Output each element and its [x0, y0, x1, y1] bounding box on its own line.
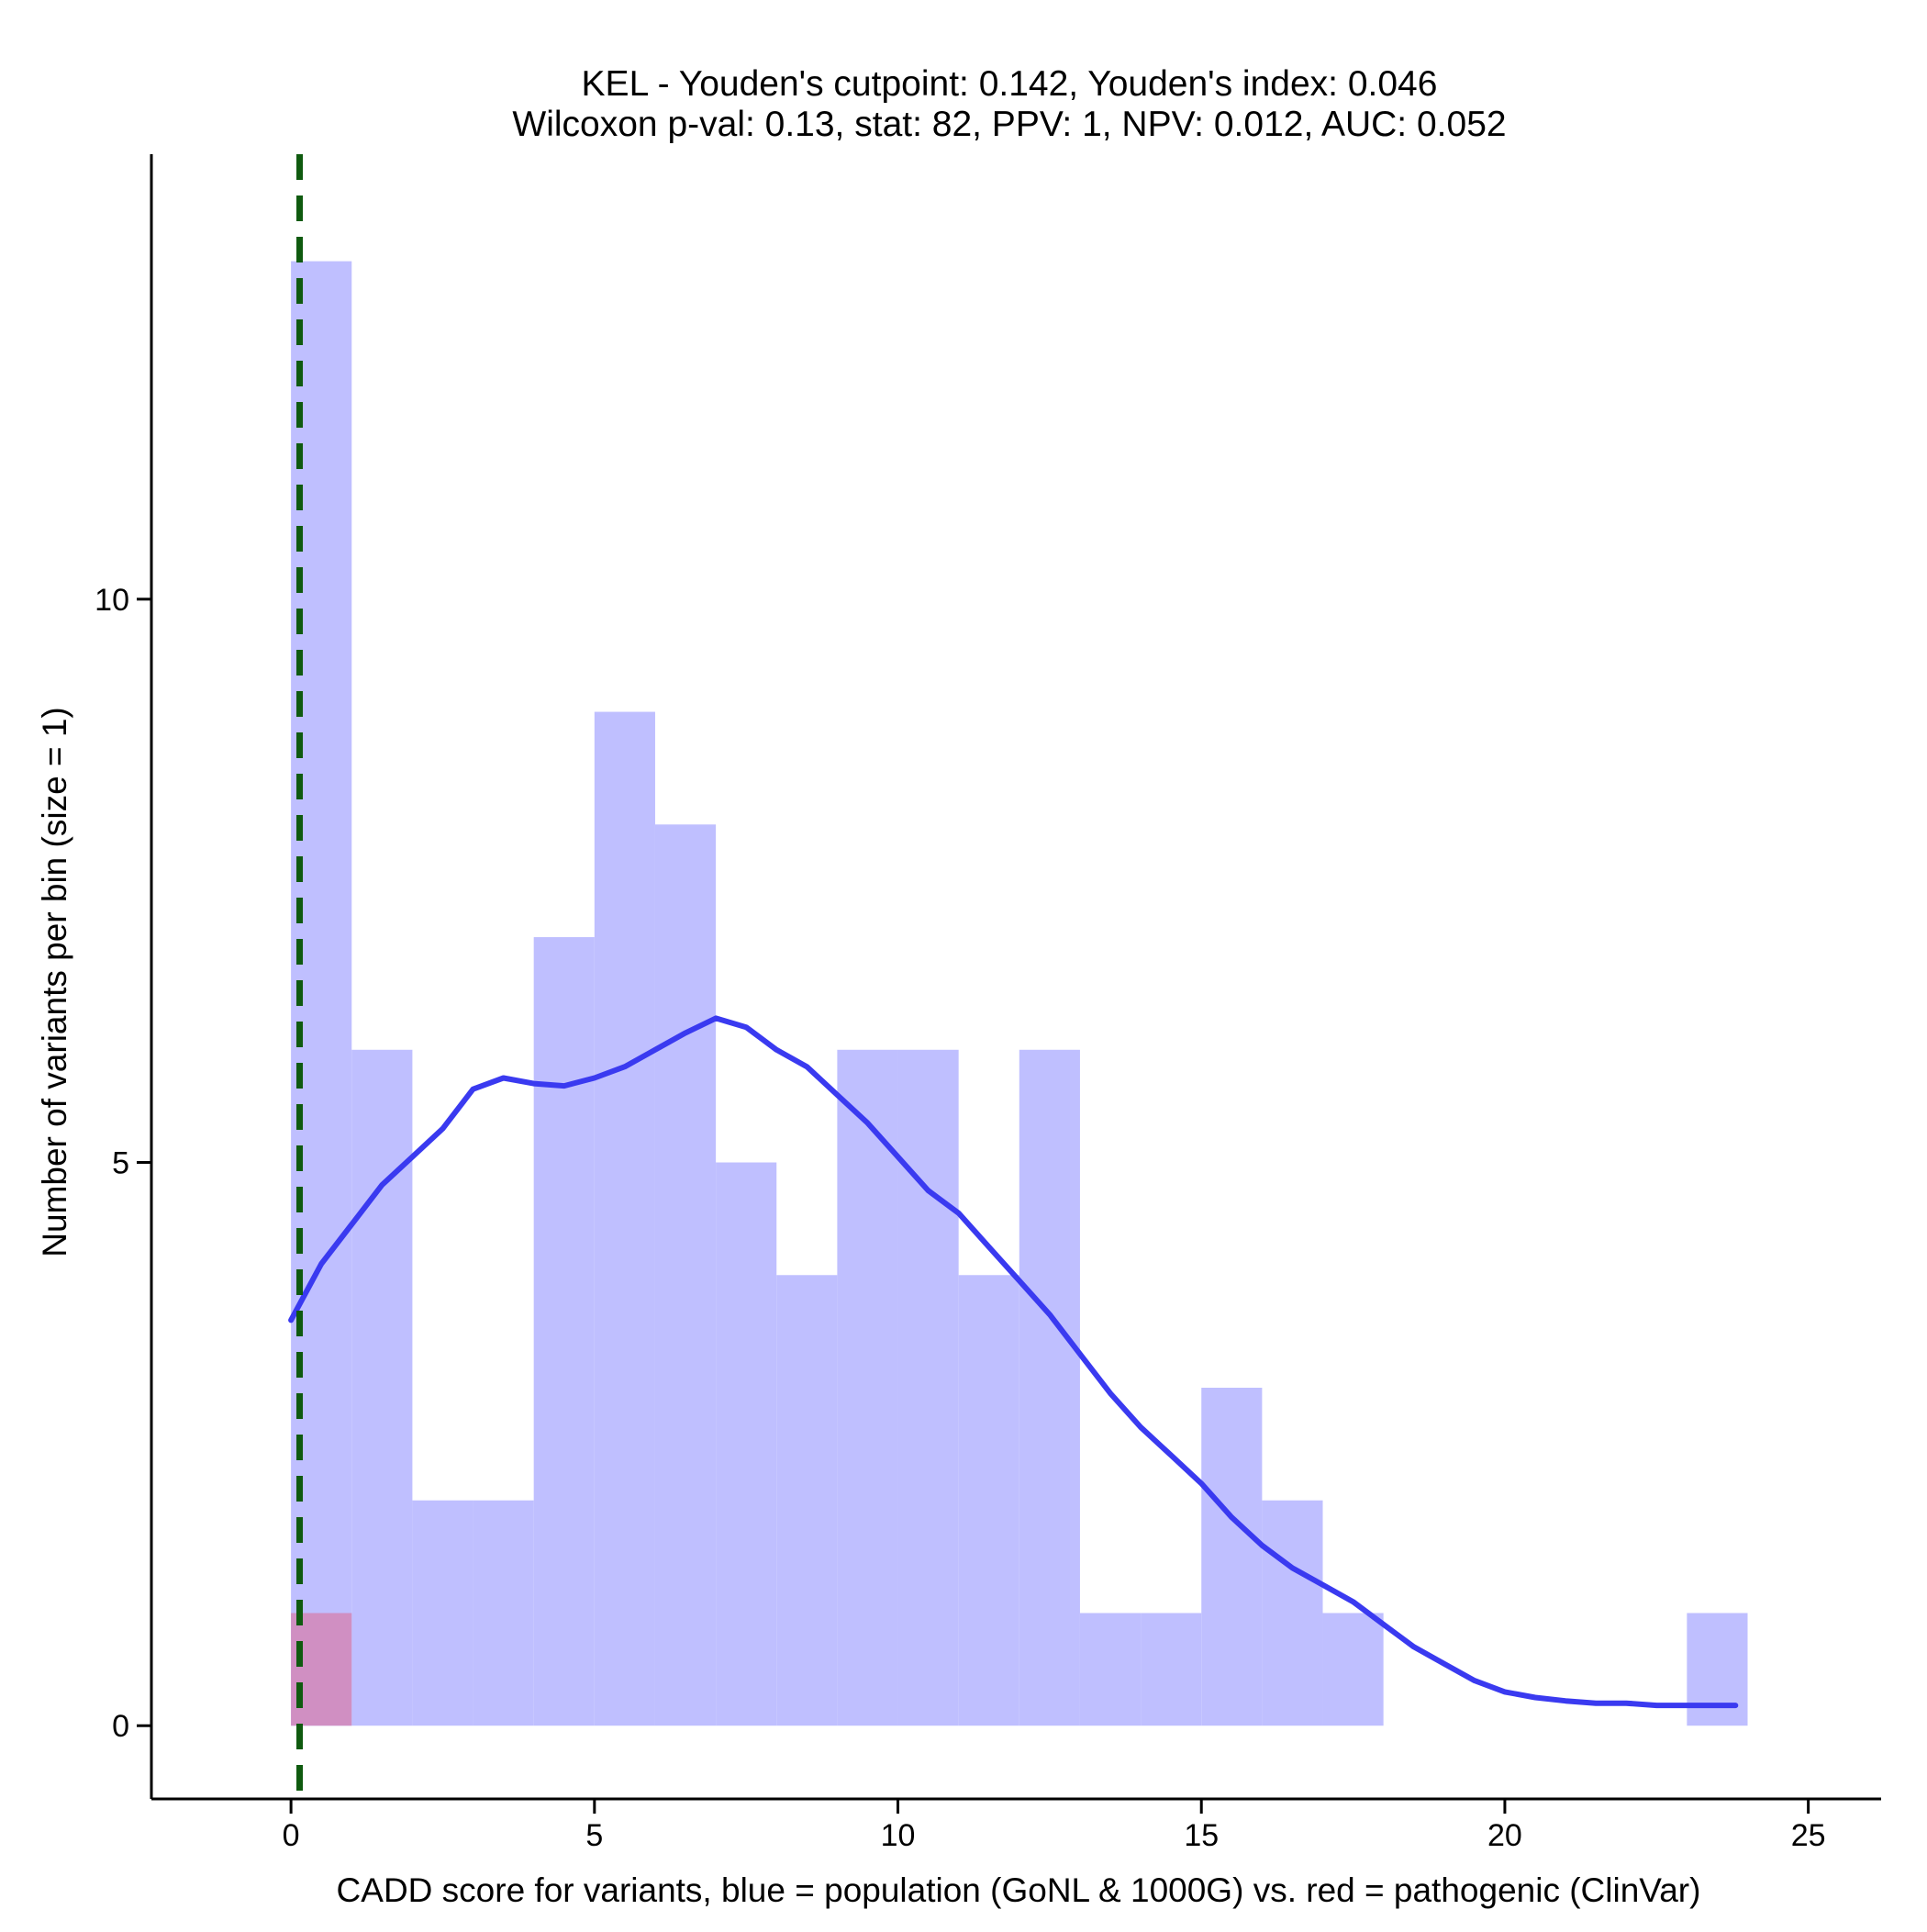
population-bar-17: [1322, 1613, 1384, 1726]
population-bar-10: [897, 1049, 959, 1726]
population-bar-18: [1687, 1613, 1748, 1726]
population-bar-14: [1141, 1613, 1202, 1726]
population-bar-6: [654, 824, 717, 1726]
x-tick-label-20: 20: [1487, 1818, 1522, 1853]
population-bar-11: [958, 1275, 1019, 1726]
chart-title-line-1: KEL - Youden's cutpoint: 0.142, Youden's…: [582, 64, 1438, 104]
density-curve: [288, 1015, 1739, 1709]
histogram-bars: [291, 261, 1748, 1726]
population-bar-12: [1019, 1049, 1080, 1726]
population-bar-9: [837, 1049, 898, 1726]
population-bar-2: [412, 1500, 473, 1726]
population-bar-3: [473, 1500, 534, 1726]
population-bar-5: [594, 711, 655, 1726]
population-bar-4: [533, 937, 595, 1726]
population-bar-15: [1201, 1388, 1263, 1726]
chart-title-line-2: Wilcoxon p-val: 0.13, stat: 82, PPV: 1, …: [512, 105, 1506, 144]
population-bar-7: [716, 1162, 777, 1726]
x-tick-label-0: 0: [283, 1818, 300, 1853]
x-tick-label-10: 10: [881, 1818, 916, 1853]
y-tick-label-10: 10: [95, 583, 129, 618]
chart-title: KEL - Youden's cutpoint: 0.142, Youden's…: [512, 64, 1506, 144]
x-tick-label-15: 15: [1184, 1818, 1219, 1853]
population-bar-13: [1079, 1613, 1142, 1726]
population-bar-1: [351, 1049, 413, 1726]
density-curve-layer: [288, 1015, 1739, 1709]
axes: 0 5 10 15 20 25 0 5 10: [95, 154, 1881, 1853]
y-tick-label-0: 0: [112, 1709, 129, 1744]
x-tick-label-25: 25: [1791, 1818, 1826, 1853]
y-tick-label-5: 5: [112, 1146, 129, 1181]
y-axis-label: Number of variants per bin (size = 1): [36, 707, 73, 1256]
x-axis-label: CADD score for variants, blue = populati…: [337, 1871, 1701, 1909]
pathogenic-bar-0: [291, 1613, 352, 1726]
population-bar-16: [1262, 1500, 1323, 1726]
x-tick-label-5: 5: [585, 1818, 603, 1853]
population-bar-8: [776, 1275, 838, 1726]
